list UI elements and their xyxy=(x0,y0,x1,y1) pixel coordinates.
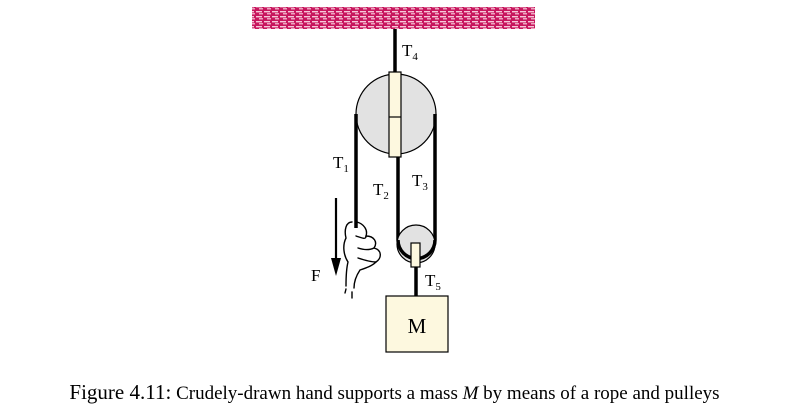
figure-caption: Figure 4.11: Crudely-drawn hand supports… xyxy=(0,380,789,405)
tension-label-t5: T5 xyxy=(425,271,441,293)
force-label: F xyxy=(311,266,320,285)
caption-text-before: Crudely-drawn hand supports a mass xyxy=(176,383,458,404)
tension-label-t2: T2 xyxy=(373,180,389,202)
tension-label-t1: T1 xyxy=(333,153,349,175)
bottom-pulley-bracket xyxy=(410,242,421,268)
hand-icon xyxy=(343,221,381,299)
tension-label-t3: T3 xyxy=(412,171,428,193)
caption-prefix: Figure 4.11: xyxy=(69,380,172,404)
caption-variable: M xyxy=(462,383,479,404)
force-arrow-head xyxy=(331,258,341,276)
mass-label: M xyxy=(408,314,427,338)
tension-label-t4: T4 xyxy=(402,41,418,63)
mass-block xyxy=(385,295,449,353)
caption-text-after: by means of a rope and pulleys xyxy=(483,383,720,404)
ceiling xyxy=(252,7,535,29)
top-pulley-bracket xyxy=(388,71,402,158)
